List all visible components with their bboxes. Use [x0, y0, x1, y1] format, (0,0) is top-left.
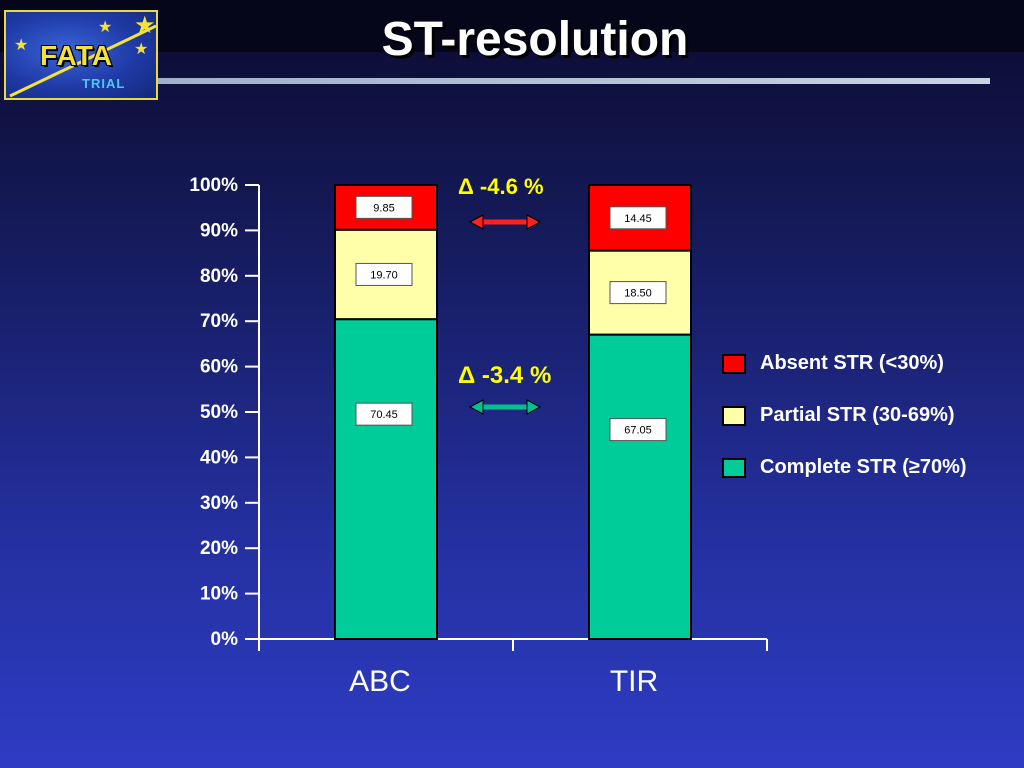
bar-segment [334, 318, 438, 640]
data-label-box [609, 206, 667, 230]
title-divider [158, 78, 990, 84]
logo-subtitle-text: TRIAL [82, 76, 126, 91]
double-arrow-absent-head-right [526, 214, 542, 230]
data-label-box [355, 195, 413, 219]
data-label-box [355, 262, 413, 286]
star-icon: ★ [14, 37, 29, 54]
delta-annotation-complete: Δ -3.4 % [458, 362, 552, 389]
legend-label: Absent STR (<30%) [760, 352, 944, 374]
y-tick-label: 90% [200, 220, 238, 241]
x-category-label: ABC [349, 665, 411, 698]
data-label: 9.85 [373, 202, 394, 214]
data-label-box [609, 281, 667, 305]
bar-segment [588, 333, 692, 640]
delta-annotation-absent: Δ -4.6 % [458, 174, 544, 199]
logo-brand-text: FATA [40, 40, 113, 71]
fata-trial-logo: ★ ★ ★ ★ FATA TRIAL [4, 10, 158, 100]
legend-label: Partial STR (30-69%) [760, 404, 955, 426]
slide-title: ST-resolution [381, 13, 689, 66]
data-label: 14.45 [624, 213, 652, 225]
data-label: 19.70 [370, 269, 398, 281]
legend-swatch [722, 406, 746, 426]
legend-label: Complete STR (≥70%) [760, 456, 967, 478]
data-label: 18.50 [624, 288, 652, 300]
y-tick-label: 20% [200, 538, 238, 559]
star-icon: ★ [134, 41, 149, 58]
legend-swatch [722, 354, 746, 374]
y-tick-label: 30% [200, 493, 238, 514]
data-label: 67.05 [624, 425, 652, 437]
y-tick-label: 70% [200, 311, 238, 332]
y-tick-label: 60% [200, 357, 238, 378]
top-band [0, 0, 1024, 52]
double-arrow-complete-head-left [468, 399, 484, 415]
data-label: 70.45 [370, 409, 398, 421]
y-tick-label: 80% [200, 266, 238, 287]
double-arrow-absent-head-left [468, 214, 484, 230]
data-label-box [609, 418, 667, 442]
y-tick-label: 10% [200, 584, 238, 605]
y-tick-label: 40% [200, 447, 238, 468]
y-tick-label: 50% [200, 402, 238, 423]
x-category-label: TIR [610, 665, 658, 698]
star-icon: ★ [98, 19, 113, 36]
legend-swatch [722, 458, 746, 478]
data-label-box [355, 402, 413, 426]
star-icon: ★ [134, 12, 156, 39]
y-tick-label: 0% [211, 629, 239, 650]
y-tick-label: 100% [189, 175, 238, 196]
logo-swoosh-icon [9, 24, 156, 98]
double-arrow-complete-head-right [526, 399, 542, 415]
